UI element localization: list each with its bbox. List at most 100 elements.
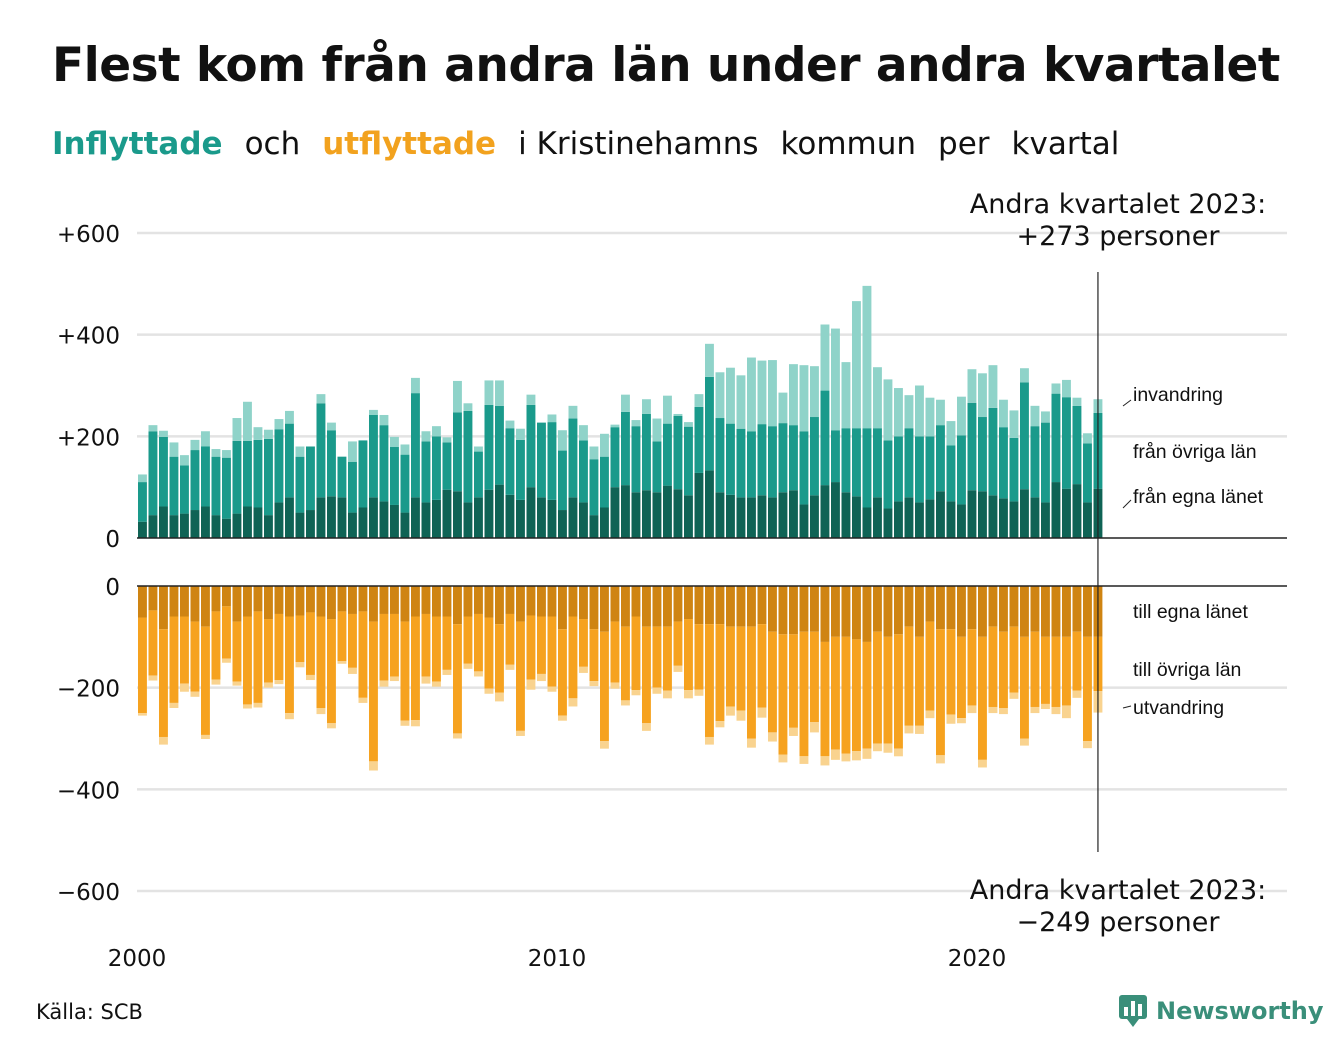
bar-out-emigration [148,675,158,681]
bar-out-other [988,626,998,707]
bar-in-immigration [1062,379,1071,398]
bar-out-emigration [999,708,1008,715]
bar-out-own [432,586,441,617]
bar-out-other [348,613,357,668]
bar-out-other [264,619,273,683]
bar-out-other [463,616,473,664]
bar-out-own [568,586,578,617]
bar-in-other [789,425,798,491]
bar-in-own [1030,497,1040,538]
bar-out-other [799,631,809,757]
bar-out-other [810,631,819,723]
bar-in-immigration [453,380,462,413]
bar-in-other [253,439,263,508]
bar-in-other [358,440,368,508]
bar-out-other [400,621,410,721]
bar-out-emigration [337,661,347,664]
bar-in-immigration [463,403,473,411]
bar-out-other [978,636,987,760]
bar-in-own [663,485,672,538]
bar-out-own [169,586,179,617]
bar-out-other [673,621,683,666]
bar-out-own [978,586,987,637]
bar-in-other [495,405,504,485]
subtitle-kommun-name: i Kristinehamns [518,126,759,162]
bar-out-emigration [453,733,462,739]
bar-in-own [694,472,704,538]
bar-out-emigration [474,671,483,677]
bar-out-other [715,624,725,722]
bar-out-emigration [295,662,305,668]
bar-in-other [757,424,767,496]
bar-in-immigration [915,385,924,437]
bar-in-other [810,417,819,496]
bar-in-other [778,423,788,493]
bar-in-other [579,440,588,503]
bar-in-other [799,431,809,505]
bar-out-emigration [841,753,851,762]
bar-in-other [673,416,683,490]
bar-in-other [316,403,326,498]
bar-in-immigration [390,436,399,448]
bar-out-other [316,616,326,708]
bar-out-own [1041,586,1050,637]
bar-out-emigration [285,713,294,720]
bar-out-other [705,624,714,737]
bar-in-own [432,499,441,539]
bar-out-other [379,613,389,681]
bar-out-emigration [820,756,830,766]
bar-in-own [295,512,305,538]
bar-out-other [1051,636,1061,707]
bar-out-own [841,586,851,637]
bar-in-immigration [579,425,588,441]
bar-in-own [1009,501,1019,538]
bar-in-own [526,487,536,538]
legend-top-label: invandring [1133,384,1223,406]
bar-out-emigration [978,759,987,768]
bar-out-other [862,641,872,749]
bar-out-emigration [631,690,641,696]
bar-in-other [862,428,872,508]
bar-in-immigration [736,375,746,429]
bar-out-other [631,616,641,691]
bar-in-own [1020,489,1029,538]
subtitle-kvartal: kvartal [1011,126,1120,162]
bar-out-other [946,629,956,715]
bar-out-own [274,586,284,614]
bar-out-other [904,626,914,726]
bar-in-immigration [547,414,557,423]
bar-out-own [799,586,809,632]
chart-title: Flest kom från andra län under andra kva… [52,38,1280,93]
bar-in-own [768,497,777,538]
bar-out-own [967,586,977,630]
bar-in-other [390,447,399,505]
bar-out-other [621,626,630,701]
bar-out-emigration [232,681,242,686]
bar-in-immigration [316,394,326,404]
bar-out-other [526,615,536,680]
bar-in-immigration [484,380,494,405]
bar-in-immigration [411,377,420,394]
bar-out-emigration [1009,692,1019,699]
bar-out-emigration [327,723,336,729]
bar-out-own [894,586,903,635]
bar-in-other [621,411,630,486]
bar-out-own [747,586,756,627]
bar-out-emigration [243,704,252,709]
bar-out-own [673,586,683,622]
bar-in-immigration [432,426,441,437]
bar-out-emigration [705,736,714,745]
bar-in-own [789,490,798,538]
bar-in-other [589,459,599,516]
bar-in-immigration [852,301,861,429]
bar-out-own [631,586,641,617]
bar-in-immigration [1030,405,1040,427]
bar-in-other [442,442,452,490]
bar-in-other [894,436,903,502]
bar-in-other [484,404,494,490]
bar-in-own [159,506,168,538]
bar-out-other [579,619,588,667]
bar-out-own [705,586,714,625]
bar-out-emigration [957,718,966,724]
bar-in-other [642,413,651,491]
